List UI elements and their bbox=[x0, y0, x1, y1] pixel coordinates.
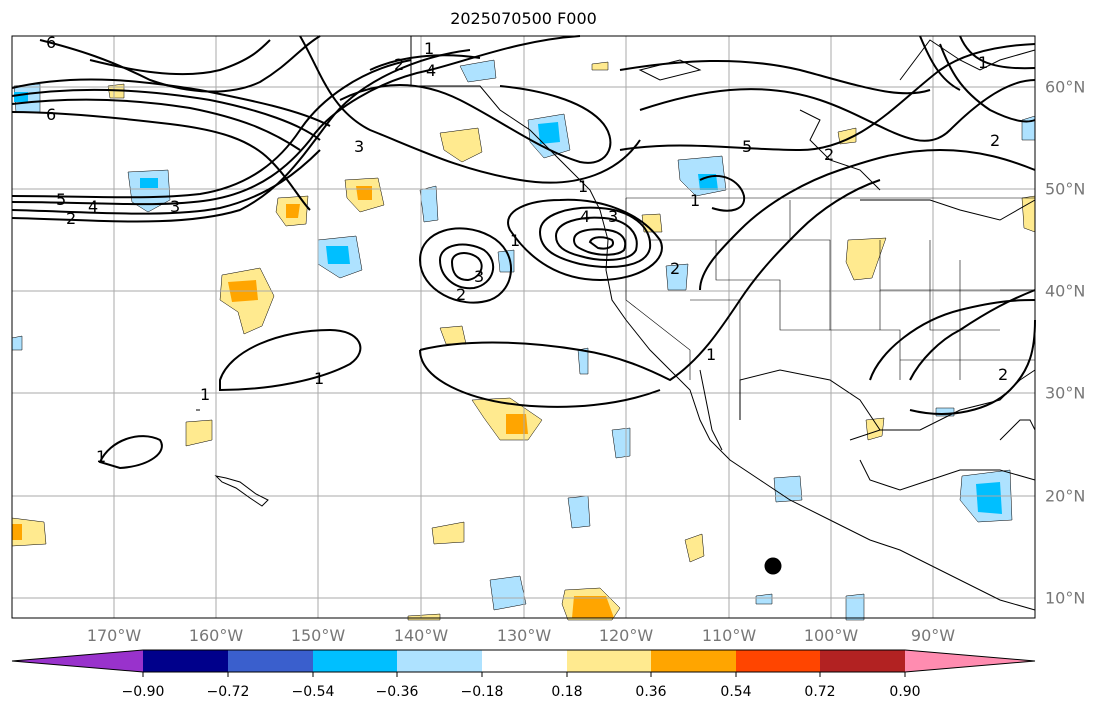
latitude-label: 50°N bbox=[1045, 179, 1086, 199]
negative-anomaly-patch bbox=[459, 59, 497, 83]
colorbar-tick-label: −0.54 bbox=[291, 684, 335, 700]
colorbar-swatch bbox=[651, 650, 736, 672]
longitude-label: 160°W bbox=[188, 626, 244, 645]
negative-anomaly-patch bbox=[665, 263, 689, 291]
contour-lines bbox=[11, 35, 1036, 470]
positive-anomaly-patch bbox=[591, 61, 609, 71]
positive-anomaly-patch bbox=[439, 127, 483, 163]
contour-label: 1 bbox=[978, 53, 988, 72]
colorbar-tick-label: 0.54 bbox=[720, 684, 752, 700]
longitude-label: 90°W bbox=[910, 626, 956, 645]
colorbar-swatch bbox=[143, 650, 228, 672]
positive-anomaly-patch bbox=[219, 267, 275, 335]
positive-anomaly-patch bbox=[431, 521, 465, 545]
contour-label: 4 bbox=[88, 197, 98, 216]
contour-label: 6 bbox=[46, 33, 56, 52]
contour-label: 2 bbox=[394, 55, 404, 74]
longitude-label: 150°W bbox=[290, 626, 346, 645]
colorbar-swatch bbox=[397, 650, 482, 672]
latitude-label: 20°N bbox=[1045, 486, 1086, 506]
contour-label: 3 bbox=[474, 267, 484, 286]
contour-label: 2 bbox=[456, 285, 466, 304]
colorbar-swatch bbox=[820, 650, 905, 672]
positive-anomaly-patch bbox=[865, 417, 885, 441]
contour-label: 1 bbox=[578, 177, 588, 196]
positive-anomaly-patch bbox=[185, 419, 213, 447]
contour-label: 3 bbox=[170, 197, 180, 216]
contour-label: 1 bbox=[200, 385, 210, 404]
latitude-label: 40°N bbox=[1045, 281, 1086, 301]
contour-label: 1 bbox=[510, 231, 520, 250]
map-frame bbox=[11, 35, 1036, 619]
colorbar-swatch bbox=[228, 650, 313, 672]
positive-anomaly-patch bbox=[407, 613, 441, 621]
contour-label: 2 bbox=[670, 259, 680, 278]
longitude-label: 110°W bbox=[701, 626, 757, 645]
negative-anomaly-patch bbox=[755, 593, 773, 605]
contour-label: 1 bbox=[706, 345, 716, 364]
contour-label-group: 6 6 5 2 4 3 3 2 1 4 2 3 1 1 4 3 1 2 5 1 … bbox=[46, 33, 1008, 466]
contour-label: 2 bbox=[824, 145, 834, 164]
positive-anomaly-patch bbox=[684, 533, 705, 563]
positive-anomaly-patch bbox=[439, 325, 467, 345]
contour-label: 3 bbox=[608, 207, 618, 226]
negative-anomaly-patch bbox=[419, 185, 439, 223]
colorbar-tick-label: 0.36 bbox=[635, 684, 667, 700]
longitude-label: 100°W bbox=[803, 626, 859, 645]
contour-label: 5 bbox=[56, 190, 66, 209]
colorbar-tick-label: −0.72 bbox=[206, 684, 250, 700]
positive-anomaly-patch bbox=[837, 127, 857, 145]
colorbar-tick-label: −0.90 bbox=[121, 684, 165, 700]
negative-anomaly-patch bbox=[845, 593, 865, 621]
colorbar-tick-label: −0.18 bbox=[460, 684, 504, 700]
contour-label: 4 bbox=[580, 207, 590, 226]
colorbar-swatch bbox=[567, 650, 651, 672]
latitude-label: 30°N bbox=[1045, 383, 1086, 403]
colorbar-extend-high bbox=[905, 650, 1035, 672]
colorbar-swatch bbox=[736, 650, 820, 672]
longitude-label: 120°W bbox=[598, 626, 654, 645]
longitude-label: 170°W bbox=[86, 626, 142, 645]
contour-label: 1 bbox=[314, 369, 324, 388]
latitude-label: 10°N bbox=[1045, 588, 1086, 608]
contour-label: 2 bbox=[990, 131, 1000, 150]
colorbar-tick-label: −0.36 bbox=[375, 684, 419, 700]
contour-label: 2 bbox=[998, 365, 1008, 384]
location-marker bbox=[764, 557, 782, 575]
contour-label: 6 bbox=[46, 105, 56, 124]
negative-anomaly-patch bbox=[611, 427, 631, 459]
positive-anomaly-patch bbox=[845, 237, 887, 281]
negative-anomaly-patch bbox=[567, 495, 591, 529]
contour-label: 4 bbox=[426, 61, 436, 80]
negative-anomaly-patch bbox=[127, 169, 171, 213]
islands bbox=[196, 409, 269, 507]
contour-label: 1 bbox=[96, 447, 106, 466]
longitude-label: 140°W bbox=[393, 626, 449, 645]
colorbar-swatch bbox=[313, 650, 397, 672]
colorbar-swatch bbox=[482, 650, 567, 672]
negative-anomaly-patch bbox=[11, 335, 23, 351]
political-borders bbox=[625, 197, 1035, 380]
contour-label: 3 bbox=[354, 137, 364, 156]
negative-anomaly-patch bbox=[577, 347, 589, 375]
latitude-label: 60°N bbox=[1045, 77, 1086, 97]
colorbar-extend-low bbox=[12, 650, 143, 672]
contour-label: 1 bbox=[690, 191, 700, 210]
colorbar-tick-label: 0.90 bbox=[889, 684, 921, 700]
negative-anomaly-patch bbox=[489, 575, 527, 611]
colorbar-tick-label: 0.18 bbox=[551, 684, 583, 700]
shaded-anomalies bbox=[11, 59, 1036, 621]
contour-label: 2 bbox=[66, 209, 76, 228]
negative-anomaly-patch bbox=[1021, 115, 1036, 141]
colorbar-tick-label: 0.72 bbox=[804, 684, 836, 700]
contour-label: 1 bbox=[424, 39, 434, 58]
coastlines bbox=[410, 36, 1036, 611]
contour-label: 5 bbox=[742, 137, 752, 156]
longitude-label: 130°W bbox=[496, 626, 552, 645]
map-title: 2025070500 F000 bbox=[450, 9, 597, 28]
colorbar bbox=[11, 649, 1036, 677]
